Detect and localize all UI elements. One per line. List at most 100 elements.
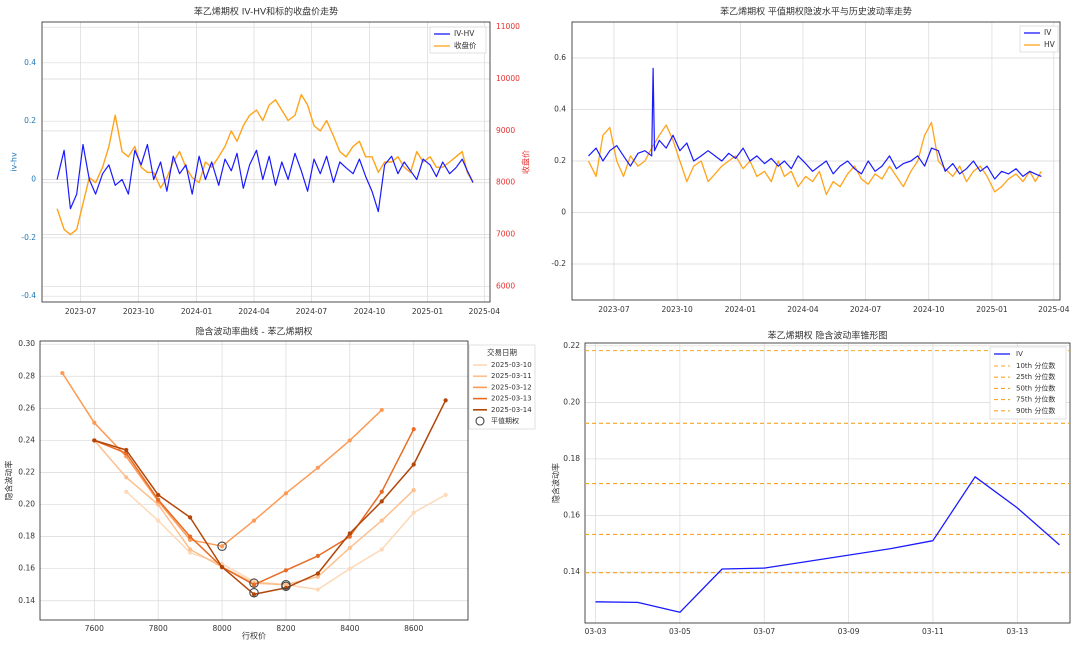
- y-axis-label: iv-hv: [10, 152, 19, 172]
- y-tick-label: 0.4: [24, 58, 36, 67]
- y-axis-label: 隐含波动率: [4, 461, 14, 501]
- x-tick-label: 2024-10: [913, 305, 945, 314]
- x-tick-label: 7800: [149, 624, 168, 633]
- legend-label: 2025-03-13: [491, 395, 532, 403]
- plot-frame: [41, 21, 491, 303]
- smile-point: [124, 489, 129, 494]
- smile-point: [443, 492, 448, 498]
- x-tick-label: 2024-07: [850, 305, 882, 314]
- smile-point: [156, 492, 161, 498]
- smile-point: [379, 547, 384, 552]
- smile-point: [379, 407, 384, 413]
- y-tick-label: 0.28: [18, 371, 35, 380]
- smile-point: [315, 465, 320, 470]
- x-tick-label: 2024-10: [354, 307, 386, 316]
- y-axis-label: 隐含波动率: [551, 463, 561, 503]
- chart-title: 苯乙烯期权 隐含波动率锥形图: [768, 330, 888, 342]
- y-tick-label: 0.16: [563, 511, 580, 520]
- legend-box: [429, 26, 487, 54]
- smile-point: [92, 420, 97, 425]
- smile-point: [411, 462, 416, 467]
- chart-title: 隐含波动率曲线 - 苯乙烯期权: [196, 326, 313, 338]
- y-tick-label: -0.2: [21, 233, 36, 242]
- x-tick-label: 03-03: [585, 627, 607, 636]
- y-tick-label: 0.14: [563, 567, 580, 576]
- y-tick-label: 0.24: [18, 435, 35, 444]
- legend-label: 2025-03-12: [491, 383, 532, 391]
- x-tick-label: 8000: [213, 624, 232, 633]
- iv-hv-line: [56, 143, 474, 213]
- x-tick-label: 03-09: [838, 627, 860, 636]
- x-tick-label: 2025-04: [1038, 305, 1070, 314]
- legend-label: 10th 分位数: [1016, 361, 1055, 370]
- smile-point: [411, 427, 416, 432]
- smile-point: [124, 475, 129, 480]
- plot-frame: [571, 21, 1061, 301]
- x-tick-label: 2025-01: [412, 307, 444, 316]
- y2-tick-label: 7000: [496, 230, 515, 239]
- iv-smile-chart: 7600 7800 8000 8200 8400 8600 0.14 0.16 0.18 0.20…: [4, 326, 536, 641]
- smile-line-2025-03-11: [93, 439, 415, 586]
- legend-label: 25th 分位数: [1016, 372, 1055, 381]
- y-tick-label: 0.20: [563, 397, 580, 406]
- x-tick-label: 2024-07: [296, 307, 328, 316]
- smile-point: [347, 545, 352, 550]
- plot-frame: [584, 342, 1071, 624]
- smile-point: [219, 564, 225, 570]
- y-tick-label: -0.4: [21, 291, 36, 300]
- smile-point: [156, 497, 161, 502]
- smile-point: [315, 553, 320, 558]
- smile-point: [283, 491, 289, 496]
- legend-box: [1019, 25, 1059, 53]
- y2-tick-label: 11000: [496, 22, 520, 31]
- smile-point: [315, 587, 320, 592]
- legend-label: 50th 分位数: [1016, 383, 1055, 392]
- smile-line-2025-03-14: [94, 399, 447, 596]
- smile-point: [443, 398, 448, 403]
- x-tick-label: 2023-07: [598, 305, 630, 314]
- smile-point: [251, 518, 257, 523]
- atm-marker: [249, 587, 259, 598]
- y-tick-label: 0.18: [18, 532, 35, 541]
- legend-title: 交易日期: [487, 347, 517, 357]
- y2-tick-label: 10000: [496, 74, 520, 83]
- close-price-line: [56, 93, 474, 236]
- x-tick-label: 2024-04: [238, 307, 270, 316]
- y-tick-label: 0.14: [18, 596, 35, 605]
- atm-marker: [281, 579, 291, 590]
- y-tick-label: 0.18: [563, 454, 580, 463]
- y2-tick-label: 8000: [496, 178, 515, 187]
- x-tick-label: 8400: [340, 624, 359, 633]
- atm-iv-vs-hv-chart: 2023-07 2023-10 2024-01 2024-04 2024-07 2024-…: [551, 6, 1069, 315]
- smile-point: [188, 537, 193, 542]
- smile-point: [315, 574, 320, 579]
- legend-label: 收盘价: [454, 40, 477, 50]
- smile-point: [283, 568, 289, 573]
- x-tick-label: 8200: [276, 624, 295, 633]
- legend-label: 90th 分位数: [1016, 406, 1055, 415]
- y-tick-label: -0.2: [551, 259, 566, 268]
- x-tick-label: 2024-01: [181, 307, 213, 316]
- legend-label: 2025-03-11: [491, 372, 532, 380]
- smile-point: [347, 566, 352, 571]
- y-tick-label: 0.16: [18, 564, 35, 573]
- smile-point: [411, 488, 416, 493]
- smile-point: [251, 582, 257, 587]
- plot-frame: [39, 340, 469, 621]
- x-tick-label: 8600: [404, 624, 423, 633]
- smile-point: [379, 489, 384, 494]
- y-tick-label: 0.22: [563, 341, 580, 350]
- legend-label: IV: [1016, 350, 1023, 358]
- y-tick-label: 0.20: [18, 500, 35, 509]
- atm-marker: [217, 541, 227, 551]
- legend-label: 2025-03-14: [491, 406, 532, 414]
- smile-point: [219, 544, 225, 549]
- x-tick-label: 2023-10: [661, 305, 693, 314]
- smile-point: [411, 510, 416, 515]
- iv-line: [588, 67, 1042, 180]
- chart-title: 苯乙烯期权 平值期权隐波水平与历史波动率走势: [720, 6, 912, 18]
- y-tick-label: 0.26: [18, 403, 35, 412]
- x-tick-label: 03-13: [1006, 627, 1028, 636]
- smile-point: [251, 592, 257, 597]
